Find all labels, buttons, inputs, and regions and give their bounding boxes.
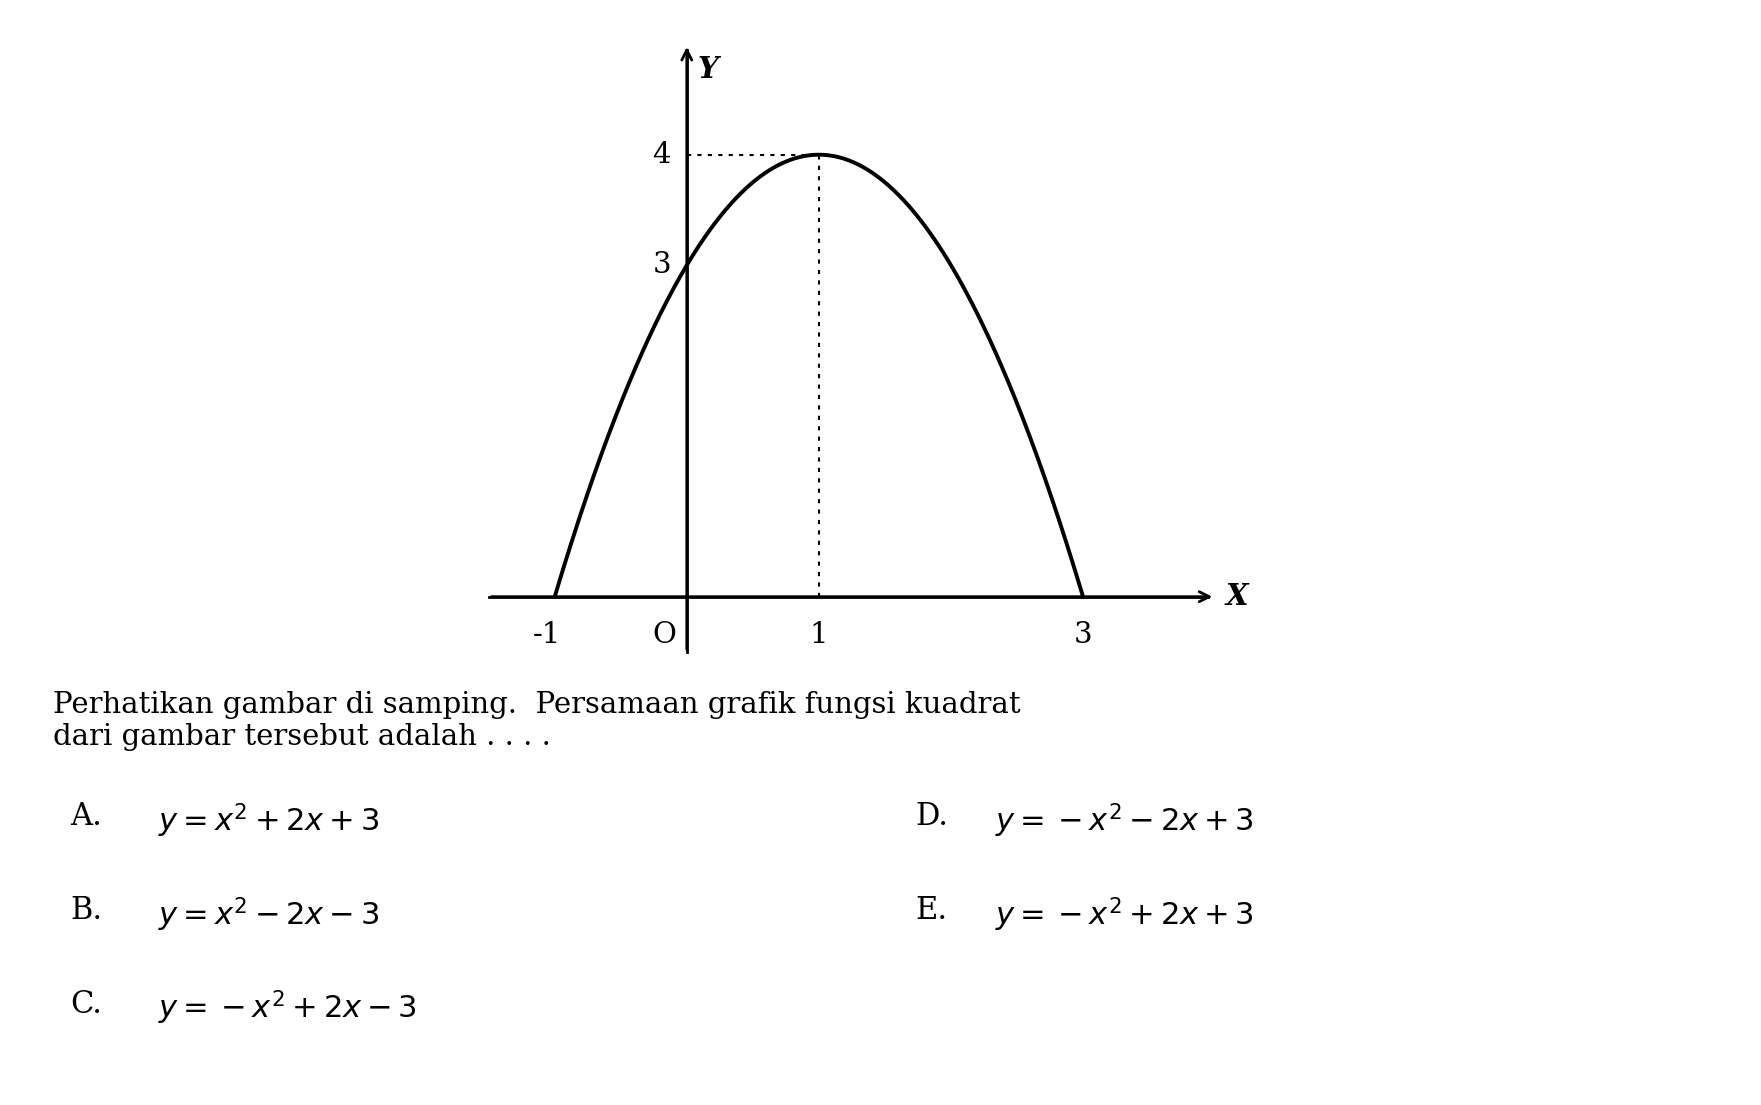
Text: -1: -1 <box>534 621 562 649</box>
Text: $y = -x^2 + 2x + 3$: $y = -x^2 + 2x + 3$ <box>995 895 1254 934</box>
Text: 4: 4 <box>652 140 671 169</box>
Text: Perhatikan gambar di samping.  Persamaan grafik fungsi kuadrat
dari gambar terse: Perhatikan gambar di samping. Persamaan … <box>53 691 1020 751</box>
Text: B.: B. <box>70 895 102 926</box>
Text: A.: A. <box>70 801 102 832</box>
Text: $y = x^2 - 2x - 3$: $y = x^2 - 2x - 3$ <box>158 895 380 934</box>
Text: $y = x^2 + 2x + 3$: $y = x^2 + 2x + 3$ <box>158 801 380 840</box>
Text: 3: 3 <box>1074 621 1092 649</box>
Text: 1: 1 <box>810 621 828 649</box>
Text: $y = -x^2 - 2x + 3$: $y = -x^2 - 2x + 3$ <box>995 801 1254 840</box>
Text: E.: E. <box>916 895 947 926</box>
Text: C.: C. <box>70 989 102 1020</box>
Text: Y: Y <box>697 55 718 84</box>
Text: O: O <box>652 621 676 649</box>
Text: D.: D. <box>916 801 949 832</box>
Text: $y = -x^2 + 2x - 3$: $y = -x^2 + 2x - 3$ <box>158 989 417 1028</box>
Text: 3: 3 <box>652 251 671 280</box>
Text: X: X <box>1226 582 1249 611</box>
